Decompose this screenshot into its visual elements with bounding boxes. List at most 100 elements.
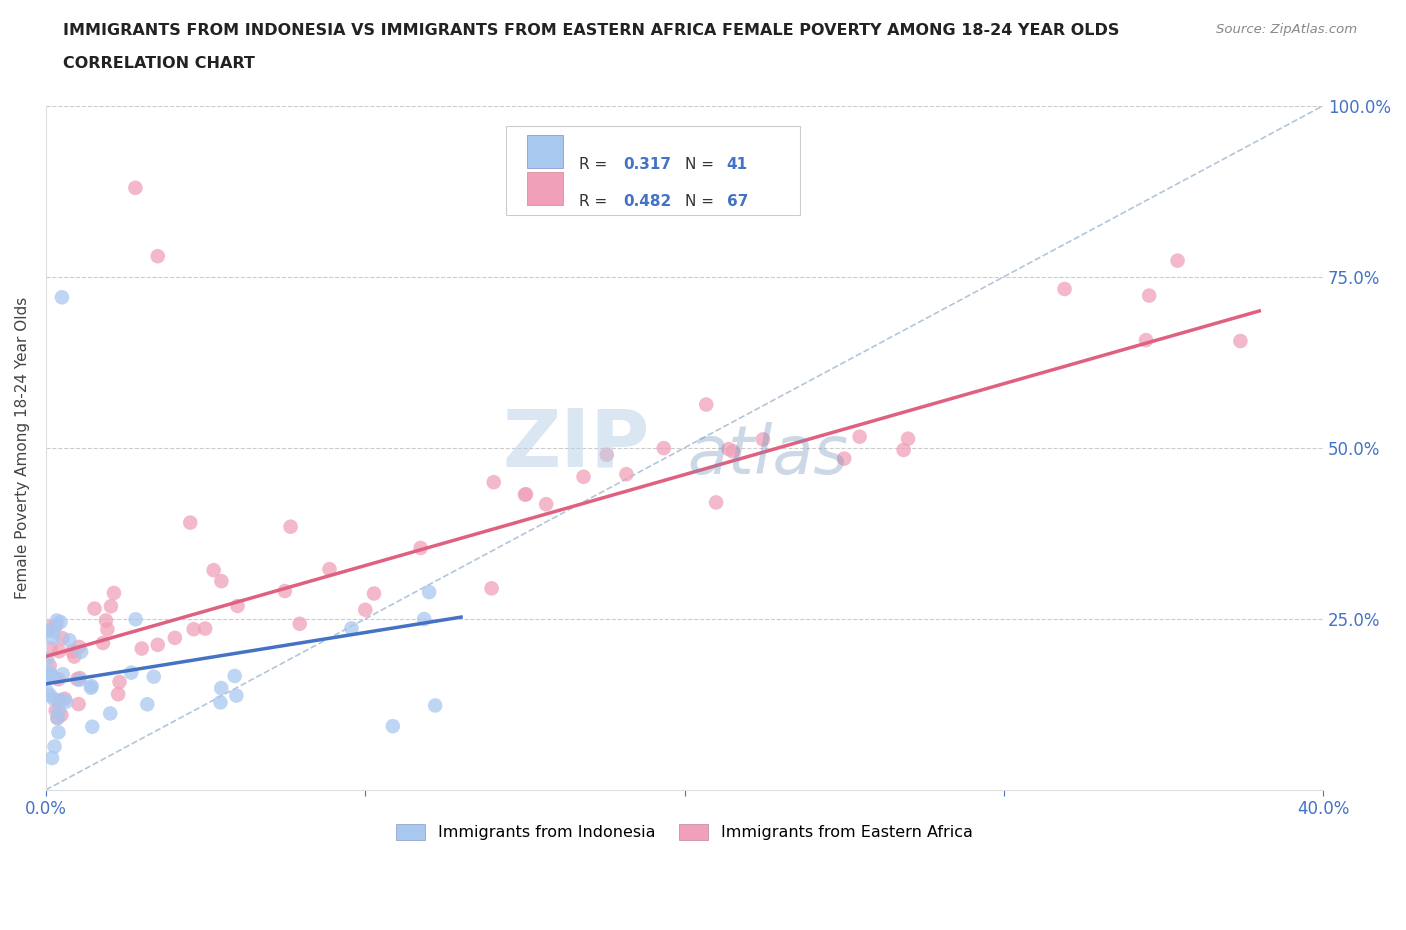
Point (418, 585, 440, 600)
Point (704, 495, 727, 510)
Point (83, 601, 105, 616)
Point (1137, 288, 1160, 303)
Point (209, 695, 232, 710)
Point (318, 562, 340, 577)
Point (183, 622, 205, 637)
Point (58, 632, 80, 647)
Point (832, 451, 855, 466)
Point (534, 497, 557, 512)
Point (409, 540, 432, 555)
Point (120, 665, 142, 680)
Point (103, 586, 125, 601)
Point (49, 615, 72, 630)
Point (41, 751, 63, 765)
Point (288, 617, 311, 631)
Point (179, 515, 201, 530)
Point (482, 474, 505, 489)
Text: R =: R = (578, 194, 612, 209)
Text: Source: ZipAtlas.com: Source: ZipAtlas.com (1216, 23, 1357, 36)
Point (481, 581, 503, 596)
Point (51, 693, 73, 708)
Point (146, 248, 169, 263)
Point (226, 599, 249, 614)
Point (51, 708, 73, 723)
Text: CORRELATION CHART: CORRELATION CHART (63, 56, 254, 71)
Point (94, 613, 117, 628)
Point (209, 681, 232, 696)
Point (48, 694, 70, 709)
Point (596, 447, 619, 462)
Point (515, 486, 537, 501)
Point (224, 669, 246, 684)
Point (274, 584, 297, 599)
Point (45, 618, 67, 632)
Point (513, 487, 536, 502)
Point (1229, 334, 1251, 349)
Point (37, 623, 59, 638)
Point (63, 649, 86, 664)
Point (69, 672, 91, 687)
Point (146, 637, 169, 652)
Point (66, 671, 89, 686)
Point (425, 698, 447, 713)
Point (652, 441, 675, 456)
Point (124, 180, 146, 195)
Point (51, 290, 73, 305)
FancyBboxPatch shape (527, 136, 564, 168)
Point (67, 640, 90, 655)
Point (96, 622, 118, 637)
Point (1135, 333, 1157, 348)
Point (80, 681, 103, 696)
Point (46, 711, 69, 725)
FancyBboxPatch shape (506, 126, 800, 215)
Legend: Immigrants from Indonesia, Immigrants from Eastern Africa: Immigrants from Indonesia, Immigrants fr… (389, 817, 979, 847)
Text: ZIP: ZIP (502, 405, 650, 484)
Text: 41: 41 (727, 157, 748, 172)
Point (848, 430, 870, 445)
Point (53, 691, 76, 706)
Point (48, 671, 70, 686)
Point (893, 443, 915, 458)
Point (42, 631, 65, 645)
Point (52, 667, 75, 682)
Text: R =: R = (578, 157, 612, 172)
Point (45, 703, 67, 718)
Point (80, 679, 103, 694)
Point (717, 442, 740, 457)
Point (60, 644, 83, 658)
Point (107, 686, 129, 701)
Point (46, 711, 69, 725)
Point (1053, 282, 1076, 297)
Point (42, 692, 65, 707)
Point (124, 612, 146, 627)
Point (38, 668, 60, 683)
Point (35, 619, 58, 634)
FancyBboxPatch shape (527, 172, 564, 206)
Point (82, 719, 104, 734)
Point (108, 674, 131, 689)
Point (381, 719, 404, 734)
Point (225, 688, 247, 703)
Point (194, 621, 217, 636)
Point (39, 641, 62, 656)
Point (35, 652, 58, 667)
Point (572, 470, 595, 485)
Text: 0.317: 0.317 (623, 157, 671, 172)
Point (209, 574, 232, 589)
Point (67, 697, 90, 711)
Point (39, 666, 62, 681)
Point (131, 641, 153, 656)
Point (721, 444, 744, 458)
Point (363, 586, 385, 601)
Point (55, 695, 77, 710)
Point (413, 612, 436, 627)
Point (70, 644, 93, 659)
Point (695, 397, 717, 412)
Point (202, 563, 225, 578)
Point (98, 706, 121, 721)
Point (38, 658, 60, 673)
Point (44, 739, 66, 754)
Point (69, 671, 91, 685)
Point (1167, 253, 1189, 268)
Point (45, 613, 67, 628)
